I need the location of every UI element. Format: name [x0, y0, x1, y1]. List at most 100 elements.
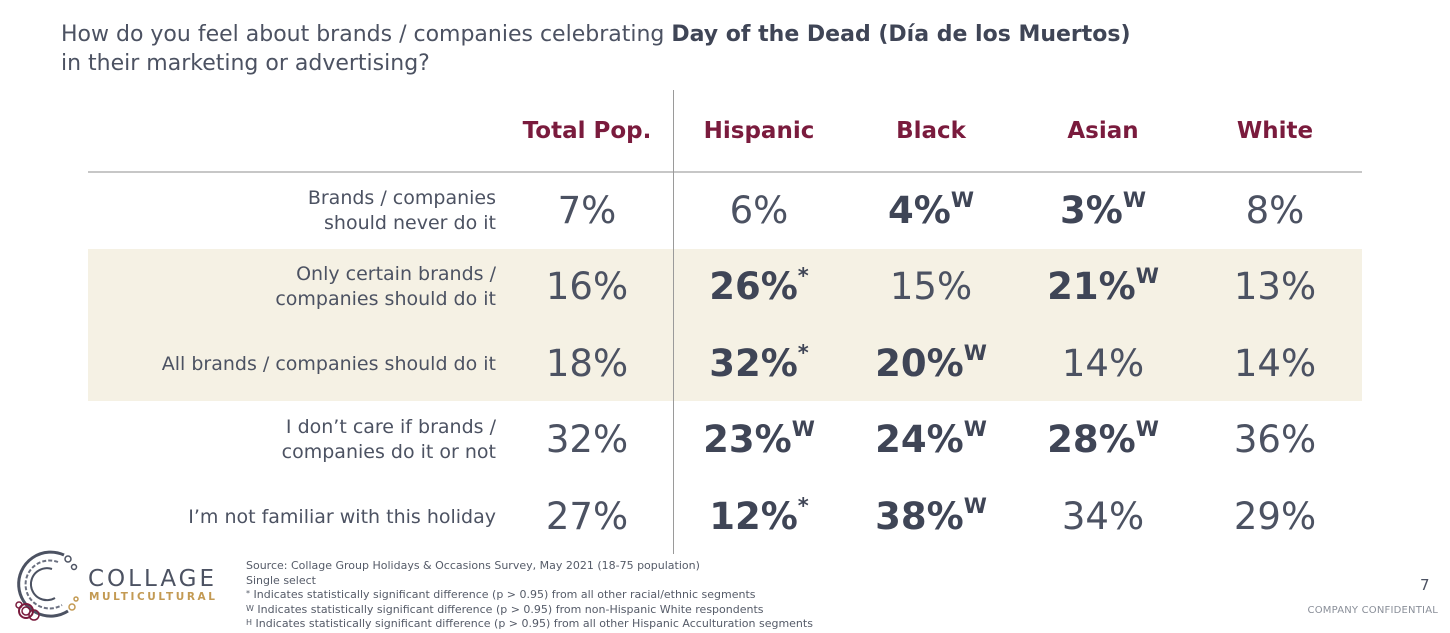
row-label: I’m not familiar with this holiday: [116, 505, 496, 530]
table-cell: 13%: [1189, 265, 1361, 309]
row-label-line: companies should do it: [275, 288, 496, 310]
row-label: All brands / companies should do it: [116, 352, 496, 377]
question-prefix: How do you feel about brands / companies…: [61, 22, 672, 47]
table-cell: 14%: [1189, 342, 1361, 386]
star-footnote: * Indicates statistically significant di…: [246, 588, 813, 603]
table-cell: 20%W: [845, 341, 1017, 386]
cell-value: 14%: [1061, 342, 1145, 385]
table-cell: 6%: [673, 189, 845, 233]
table-cell: 34%: [1017, 495, 1189, 539]
table-cell: 21%W: [1017, 264, 1189, 309]
h-text: Indicates statistically significant diff…: [252, 617, 813, 630]
table-cell: 7%: [501, 189, 673, 233]
star-mark: *: [246, 589, 250, 598]
cell-value: 34%: [1061, 495, 1145, 538]
row-label-line: I don’t care if brands /: [285, 416, 496, 438]
confidential-label: COMPANY CONFIDENTIAL: [1307, 605, 1438, 616]
significance-mark: W: [1122, 188, 1146, 212]
cell-value: 4%: [888, 189, 951, 232]
significance-mark: W: [963, 341, 987, 365]
cell-value: 8%: [1245, 189, 1305, 232]
significance-mark: *: [797, 494, 809, 518]
cell-value: 7%: [557, 189, 617, 232]
cell-value: 36%: [1233, 418, 1317, 461]
cell-value: 23%: [703, 418, 792, 461]
cell-value: 18%: [545, 342, 629, 385]
significance-mark: W: [1135, 417, 1159, 441]
footnotes: Source: Collage Group Holidays & Occasio…: [246, 559, 813, 632]
significance-mark: W: [963, 494, 987, 518]
significance-mark: W: [963, 417, 987, 441]
h-mark: H: [246, 618, 253, 627]
column-header: White: [1236, 118, 1314, 144]
table-cell: 27%: [501, 495, 673, 539]
logo-wordmark: COLLAGE: [88, 566, 218, 592]
table-cell: 14%: [1017, 342, 1189, 386]
highlight-band: [88, 249, 1362, 401]
table-cell: 28%W: [1017, 417, 1189, 462]
significance-mark: W: [950, 188, 974, 212]
significance-mark: *: [797, 341, 809, 365]
cell-value: 24%: [875, 418, 964, 461]
cell-value: 13%: [1233, 265, 1317, 308]
table-cell: 36%: [1189, 418, 1361, 462]
table-cell: 26%*: [673, 264, 845, 309]
table-cell: 18%: [501, 342, 673, 386]
column-header: Asian: [1067, 118, 1139, 144]
table-cell: 32%*: [673, 341, 845, 386]
select-note: Single select: [246, 573, 316, 587]
cell-value: 27%: [545, 495, 629, 538]
logo-subtitle: MULTICULTURAL: [89, 591, 218, 603]
row-label-line: should never do it: [324, 212, 496, 234]
column-header: Hispanic: [703, 118, 815, 144]
row-label-line: I’m not familiar with this holiday: [188, 505, 496, 528]
question-line2: in their marketing or advertising?: [61, 51, 430, 76]
table-cell: 23%W: [673, 417, 845, 462]
row-label-line: Only certain brands /: [296, 263, 496, 285]
table-cell: 8%: [1189, 189, 1361, 233]
row-label-line: All brands / companies should do it: [161, 352, 496, 375]
significance-mark: W: [791, 417, 815, 441]
source-note: Source: Collage Group Holidays & Occasio…: [246, 559, 700, 572]
cell-value: 20%: [875, 342, 964, 385]
cell-value: 3%: [1060, 189, 1123, 232]
star-text: Indicates statistically significant diff…: [250, 588, 756, 601]
table-cell: 3%W: [1017, 188, 1189, 233]
collage-logo-icon: [15, 550, 79, 621]
question-bold-term: Day of the Dead (Día de los Muertos): [671, 22, 1131, 47]
significance-mark: *: [797, 264, 809, 288]
table-cell: 15%: [845, 265, 1017, 309]
cell-value: 29%: [1233, 495, 1317, 538]
table-cell: 24%W: [845, 417, 1017, 462]
table-cell: 29%: [1189, 495, 1361, 539]
cell-value: 12%: [709, 495, 798, 538]
table-cell: 12%*: [673, 494, 845, 539]
row-label-line: companies do it or not: [281, 441, 496, 463]
cell-value: 21%: [1047, 265, 1136, 308]
table-cell: 32%: [501, 418, 673, 462]
total-divider: [673, 90, 674, 554]
column-header: Total Pop.: [522, 118, 652, 144]
page-number: 7: [1420, 576, 1430, 594]
cell-value: 15%: [889, 265, 973, 308]
row-label: Brands / companies should never do it: [116, 186, 496, 236]
h-footnote: H Indicates statistically significant di…: [246, 617, 813, 632]
question-title: How do you feel about brands / companies…: [61, 20, 1261, 78]
column-header: Black: [896, 118, 966, 144]
table-cell: 4%W: [845, 188, 1017, 233]
cell-value: 14%: [1233, 342, 1317, 385]
table-cell: 16%: [501, 265, 673, 309]
row-label: Only certain brands / companies should do…: [116, 262, 496, 312]
cell-value: 6%: [729, 189, 789, 232]
cell-value: 28%: [1047, 418, 1136, 461]
cell-value: 32%: [545, 418, 629, 461]
w-mark: W: [246, 603, 254, 613]
cell-value: 38%: [875, 495, 964, 538]
cell-value: 32%: [709, 342, 798, 385]
row-label: I don’t care if brands / companies do it …: [116, 415, 496, 465]
cell-value: 16%: [545, 265, 629, 308]
header-divider: [88, 171, 1362, 173]
table-cell: 38%W: [845, 494, 1017, 539]
w-footnote: W Indicates statistically significant di…: [246, 603, 813, 618]
significance-mark: W: [1135, 264, 1159, 288]
